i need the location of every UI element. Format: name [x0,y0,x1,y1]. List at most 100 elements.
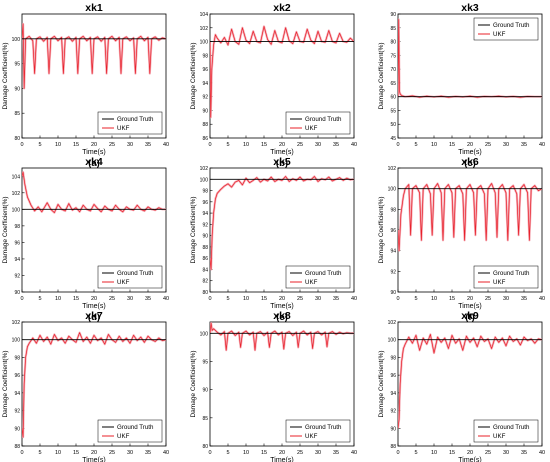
x-tick-label: 15 [449,142,455,148]
panel-xk5: xk5 0 5 10 15 20 25 30 35 40 80 82 84 86 88 90 92 94 96 98 1… [190,156,357,323]
y-tick-label: 90 [202,108,208,114]
legend-label-ground-truth: Ground Truth [305,270,342,277]
x-tick-label: 40 [351,296,357,302]
panel-xk1: xk1 0 5 10 15 20 25 30 35 40 80 85 90 95 100 Time(s) Dam… [2,2,169,169]
x-tick-label: 35 [521,450,527,456]
legend-label-ground-truth: Ground Truth [117,424,154,431]
y-tick-label: 92 [390,269,396,275]
ukf-envelope-line [22,22,166,90]
legend: Ground Truth UKF [285,265,351,289]
x-tick-label: 15 [261,450,267,456]
y-tick-label: 102 [200,26,209,32]
ukf-envelope-line [22,171,166,214]
y-tick-label: 55 [390,108,396,114]
x-tick-label: 20 [279,296,285,302]
y-tick-label: 102 [388,166,397,172]
legend-label-ukf: UKF [493,433,506,440]
panel-xk8: xk8 0 5 10 15 20 25 30 35 40 80 85 90 95 100 Time(s) Dam… [190,310,357,462]
panel-label: (d) [88,312,100,323]
legend: Ground Truth UKF [285,111,351,135]
panel-xk4: xk4 0 5 10 15 20 25 30 35 40 90 92 94 96 98 100 102 104 Ti… [2,156,169,323]
y-tick-label: 92 [14,409,20,415]
series-group [398,333,542,429]
y-axis-label: Damage Coefficient(%) [378,350,385,417]
legend-label-ground-truth: Ground Truth [493,424,530,431]
legend-label-ukf: UKF [493,279,506,286]
y-tick-label: 98 [14,224,20,230]
x-tick-label: 35 [333,296,339,302]
x-tick-label: 25 [297,142,303,148]
x-tick-label: 10 [243,450,249,456]
y-tick-label: 102 [12,320,21,326]
x-tick-label: 0 [208,296,211,302]
series-group [210,175,354,271]
chart-title: xk5 [273,156,291,168]
series-group [210,322,354,352]
panel-xk6: xk6 0 5 10 15 20 25 30 35 40 90 92 94 96 98 100 102 Time(… [378,156,545,323]
y-tick-label: 92 [202,95,208,101]
y-tick-label: 100 [12,37,21,43]
x-tick-label: 5 [414,142,417,148]
legend: Ground Truth UKF [97,111,163,135]
chart-title: xk9 [461,310,479,322]
series-group [398,182,542,252]
chart-title: xk3 [461,2,479,14]
chart-title: xk1 [85,2,103,14]
x-tick-label: 30 [127,142,133,148]
x-tick-label: 20 [91,296,97,302]
y-tick-label: 88 [14,444,20,450]
legend-label-ground-truth: Ground Truth [117,270,154,277]
y-tick-label: 90 [14,86,20,92]
y-tick-label: 80 [202,444,208,450]
series-group [398,18,542,99]
y-tick-label: 94 [14,391,20,397]
y-tick-label: 84 [202,267,208,273]
legend-label-ground-truth: Ground Truth [117,116,154,123]
y-tick-label: 104 [12,174,21,180]
x-tick-label: 0 [20,142,23,148]
x-tick-label: 35 [521,142,527,148]
x-tick-label: 40 [351,142,357,148]
y-tick-label: 96 [202,67,208,73]
y-tick-label: 86 [202,136,208,142]
x-tick-label: 15 [73,142,79,148]
y-axis-label: Damage Coefficient(%) [190,42,197,109]
y-tick-label: 82 [202,279,208,285]
x-tick-label: 40 [539,450,545,456]
y-tick-label: 100 [12,207,21,213]
y-axis-label: Damage Coefficient(%) [378,42,385,109]
y-tick-label: 90 [390,426,396,432]
y-tick-label: 98 [14,355,20,361]
legend: Ground Truth UKF [97,419,163,443]
x-tick-label: 10 [431,296,437,302]
x-tick-label: 35 [521,296,527,302]
x-tick-label: 0 [208,450,211,456]
ukf-line [210,176,354,270]
x-tick-label: 40 [539,296,545,302]
x-tick-label: 15 [261,142,267,148]
y-tick-label: 100 [388,187,397,193]
x-tick-label: 25 [109,142,115,148]
x-tick-label: 20 [467,296,473,302]
y-tick-label: 96 [14,373,20,379]
chart-title: xk2 [273,2,291,14]
legend: Ground Truth UKF [97,265,163,289]
x-tick-label: 30 [127,450,133,456]
x-tick-label: 35 [145,450,151,456]
legend-label-ground-truth: Ground Truth [493,22,530,29]
ukf-envelope-line [210,175,354,271]
y-tick-label: 104 [200,12,209,18]
legend: Ground Truth UKF [285,419,351,443]
x-tick-label: 25 [109,450,115,456]
ukf-line [22,332,166,438]
y-tick-label: 94 [390,249,396,255]
x-tick-label: 20 [91,142,97,148]
legend-label-ground-truth: Ground Truth [305,116,342,123]
panel-xk3: xk3 0 5 10 15 20 25 30 35 40 45 50 55 60 65 70 75 80 85 90 T… [378,2,545,169]
x-tick-label: 40 [351,450,357,456]
ukf-envelope-line [210,322,354,352]
chart-title: xk6 [461,156,479,168]
x-tick-label: 10 [55,142,61,148]
x-tick-label: 25 [485,142,491,148]
